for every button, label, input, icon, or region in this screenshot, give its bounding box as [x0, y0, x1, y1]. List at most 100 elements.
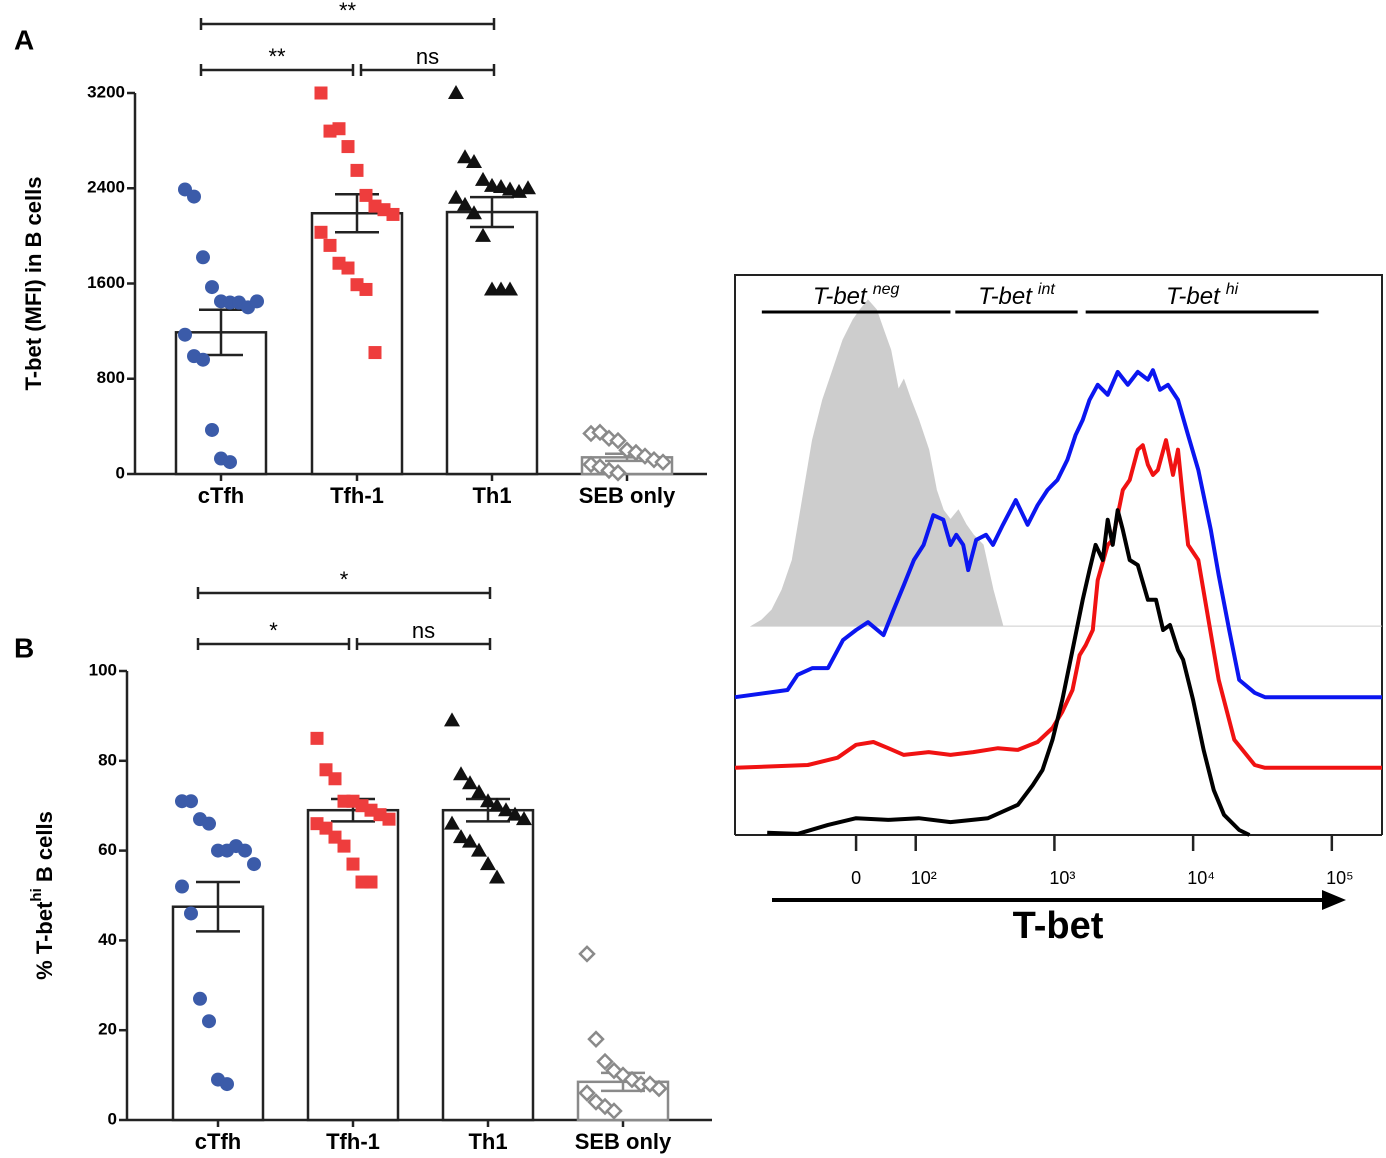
data-point [466, 205, 482, 220]
data-point [578, 1084, 596, 1102]
data-point [609, 431, 627, 450]
x-axis-title: T-bet [1013, 905, 1104, 947]
data-point [220, 1077, 234, 1092]
data-point [193, 991, 207, 1006]
bar [306, 808, 400, 1122]
significance-bracket: * [196, 567, 492, 599]
x-tick-label: cTfh [198, 483, 244, 508]
data-point [323, 238, 337, 252]
y-tick-label: 80 [98, 750, 117, 769]
x-tick-label: SEB only [579, 483, 676, 508]
histogram-frame: T-bet [734, 274, 1383, 947]
y-axis-title-rest: B cells [32, 811, 57, 888]
data-point [359, 188, 373, 202]
x-tick-label: SEB only [575, 1129, 672, 1154]
panel-letter: A [14, 24, 34, 55]
gate-label: T-bet neg [813, 281, 900, 310]
data-point [502, 281, 518, 296]
data-point [650, 1079, 668, 1098]
data-point [341, 140, 355, 154]
data-point [359, 282, 373, 296]
arrow-head [1322, 890, 1346, 910]
data-point [202, 1014, 216, 1029]
data-point [184, 906, 198, 921]
significance-label: ** [339, 0, 357, 23]
data-point [310, 731, 324, 745]
data-point [462, 833, 478, 848]
x-tick-label: 10⁴ [1187, 868, 1215, 888]
data-point [337, 839, 351, 853]
data-point [368, 346, 382, 360]
gate-label-sup: int [1038, 281, 1055, 298]
data-point [489, 869, 505, 884]
data-point [596, 1052, 614, 1071]
significance-bracket: ns [355, 618, 492, 650]
data-point [609, 464, 627, 482]
data-point [202, 816, 216, 831]
data-point [489, 797, 505, 812]
data-point [247, 857, 261, 872]
histogram-area [749, 299, 1382, 627]
data-point [250, 294, 264, 309]
data-point [314, 86, 328, 100]
significance-label: * [269, 618, 278, 643]
bar [445, 210, 539, 476]
x-tick-label: Tfh-1 [326, 1129, 380, 1154]
data-point [386, 207, 400, 221]
data-point [480, 793, 496, 808]
data-point [480, 856, 496, 871]
data-point [196, 352, 210, 367]
data-point [205, 422, 219, 437]
data-point [578, 945, 596, 963]
gate-label-text: T-bet [813, 283, 868, 310]
y-axis-title-text: % T-bet [32, 901, 57, 980]
x-tick-label: 0 [851, 868, 861, 888]
frame [734, 274, 1383, 835]
histogram-line [767, 508, 1251, 837]
data-point [444, 815, 460, 830]
significance-bracket: ** [199, 44, 355, 76]
y-tick-label: 60 [98, 840, 117, 859]
data-point [475, 171, 491, 186]
data-point [184, 794, 198, 809]
data-point [502, 181, 518, 196]
data-point [605, 1102, 623, 1120]
y-tick-label: 20 [98, 1020, 117, 1039]
data-point [346, 857, 360, 871]
data-point [448, 189, 464, 204]
data-point [453, 766, 469, 781]
data-point [520, 180, 536, 195]
gate-label: T-bet int [978, 281, 1055, 310]
gate-label-text: T-bet [1166, 283, 1221, 310]
significance-bracket: * [196, 618, 351, 650]
data-point [475, 227, 491, 242]
histogram-line [734, 438, 1382, 770]
data-point [654, 453, 672, 471]
significance-bracket: ns [359, 44, 496, 76]
data-point [466, 154, 482, 169]
data-point [328, 772, 342, 786]
y-tick-label: 0 [108, 1109, 117, 1128]
data-point [453, 829, 469, 844]
data-point [516, 811, 532, 826]
significance-label: * [340, 567, 349, 592]
data-point [448, 85, 464, 99]
significance-label: ns [412, 618, 435, 643]
y-axis-title-text: T-bet (MFI) in B cells [21, 177, 46, 391]
data-point [364, 875, 378, 889]
data-point [196, 250, 210, 265]
x-tick-label: Tfh-1 [330, 483, 384, 508]
data-point [175, 879, 189, 894]
bar [310, 212, 404, 476]
y-tick-label: 3200 [87, 82, 125, 101]
data-point [314, 225, 328, 239]
data-point [178, 327, 192, 342]
data-point [382, 812, 396, 826]
error-bar [470, 195, 514, 229]
data-point [507, 806, 523, 821]
panel-letter: B [14, 632, 34, 663]
y-axis-title: T-bet (MFI) in B cells [21, 177, 46, 391]
data-point [350, 163, 364, 177]
error-bar [196, 880, 240, 933]
